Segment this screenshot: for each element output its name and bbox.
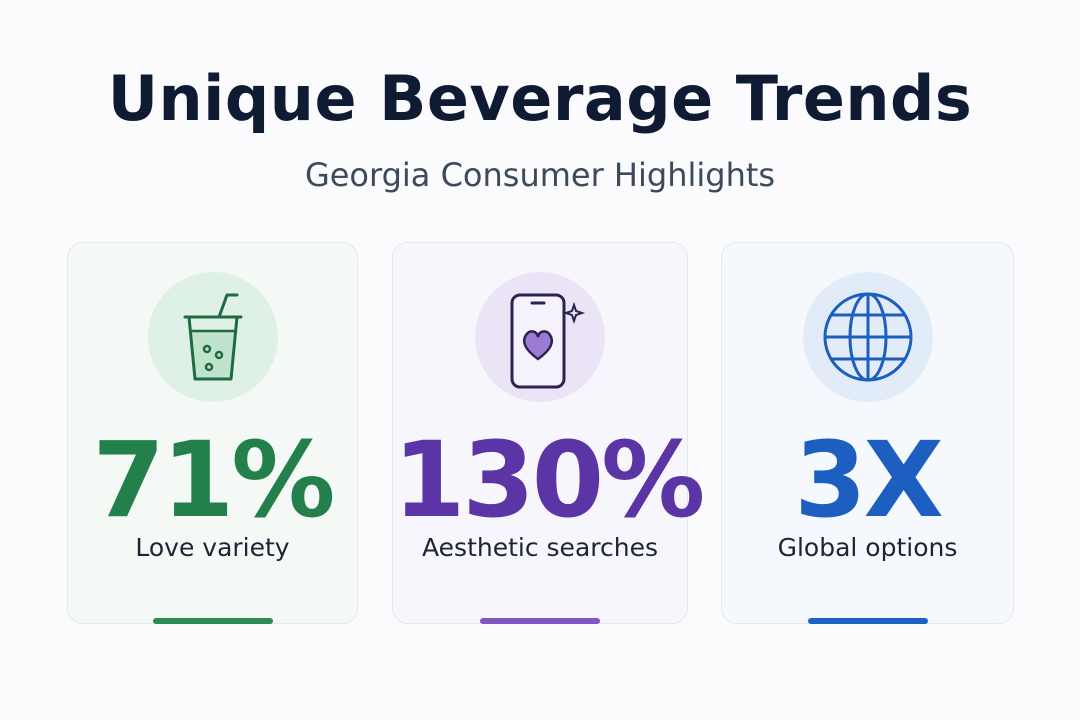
stat-value: 3X (794, 419, 944, 541)
accent-bar (152, 618, 273, 624)
stat-label: Global options (777, 533, 958, 562)
accent-bar (480, 618, 600, 624)
stat-card: 130% Aesthetic searches (392, 242, 705, 624)
stat-label: Aesthetic searches (422, 533, 658, 562)
stat-value: 71% (92, 419, 336, 541)
subtitle: Georgia Consumer Highlights (304, 156, 776, 194)
phone-icon (475, 272, 605, 402)
stat-card: 3X Global options (721, 242, 1014, 624)
accent-bar (807, 618, 928, 624)
stat-label: Love variety (135, 533, 290, 562)
stat-card: 71% Love variety (67, 242, 358, 624)
stat-value: 130% (393, 419, 705, 541)
globe-icon (802, 272, 933, 402)
drink-icon (147, 272, 278, 402)
title: Unique Beverage Trends (107, 62, 973, 135)
